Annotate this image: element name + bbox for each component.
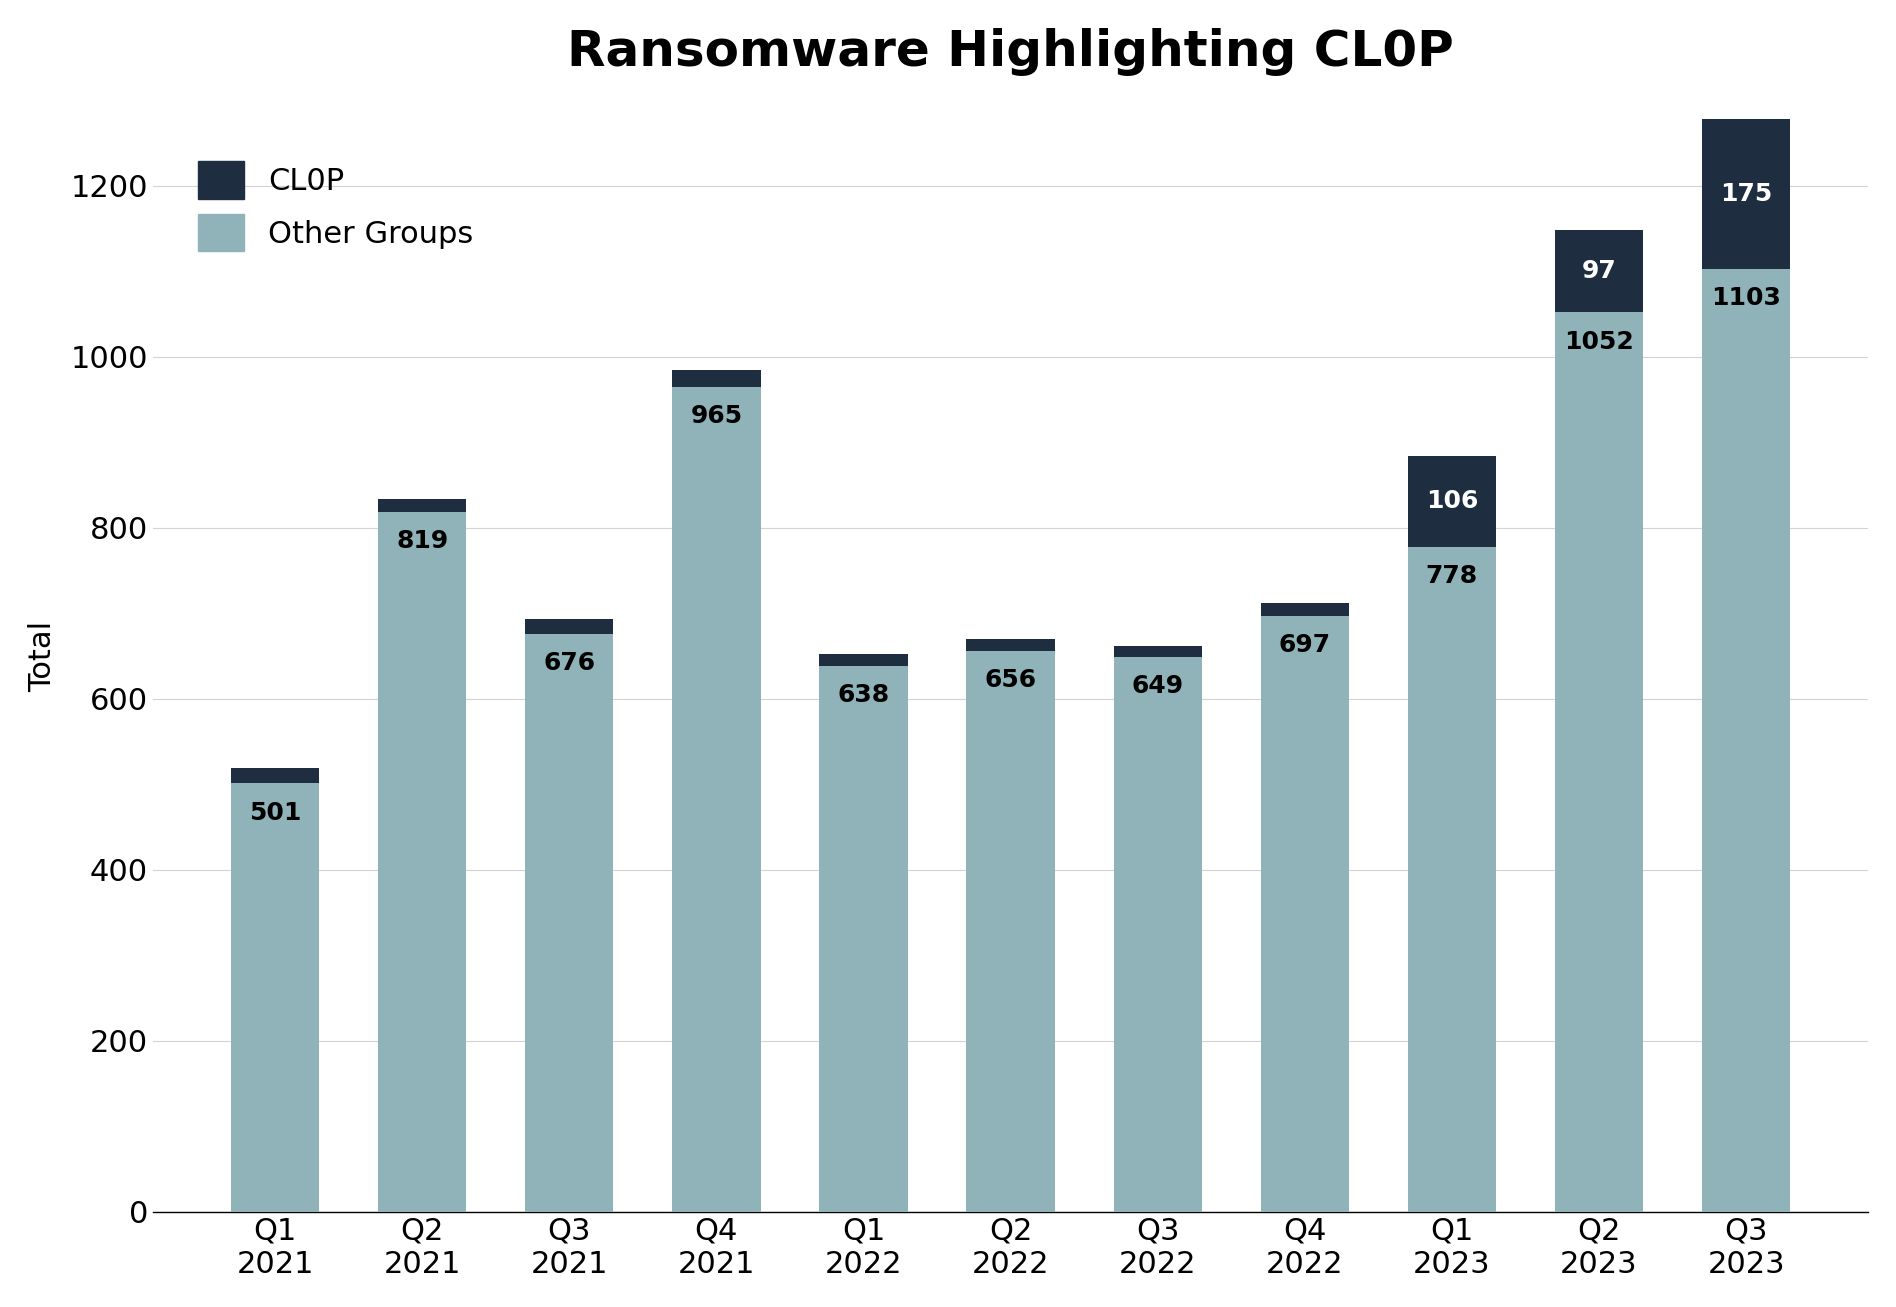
Y-axis label: Total: Total xyxy=(28,621,57,691)
Text: 697: 697 xyxy=(1278,633,1331,657)
Text: 778: 778 xyxy=(1426,563,1479,588)
Text: 1052: 1052 xyxy=(1564,329,1634,354)
Bar xyxy=(1555,230,1644,312)
Bar xyxy=(525,634,614,1212)
Text: 638: 638 xyxy=(838,684,889,707)
Bar xyxy=(1409,456,1496,546)
Text: 175: 175 xyxy=(1720,182,1773,207)
Bar xyxy=(377,511,466,1212)
Bar xyxy=(673,370,760,387)
Bar xyxy=(1261,616,1348,1212)
Text: 676: 676 xyxy=(544,651,595,674)
Bar xyxy=(1555,312,1644,1212)
Text: 106: 106 xyxy=(1426,489,1479,514)
Text: 656: 656 xyxy=(984,668,1037,693)
Text: 1103: 1103 xyxy=(1712,286,1780,310)
Text: 97: 97 xyxy=(1581,259,1617,284)
Text: 965: 965 xyxy=(690,404,743,427)
Bar xyxy=(819,667,908,1212)
Bar xyxy=(231,769,319,783)
Bar xyxy=(967,639,1054,651)
Bar xyxy=(525,620,614,634)
Bar xyxy=(1703,119,1790,269)
Bar xyxy=(1113,646,1202,657)
Text: 649: 649 xyxy=(1132,674,1183,698)
Bar xyxy=(377,499,466,511)
Text: 501: 501 xyxy=(248,801,301,825)
Title: Ransomware Highlighting CL0P: Ransomware Highlighting CL0P xyxy=(567,27,1454,76)
Bar xyxy=(967,651,1054,1212)
Bar xyxy=(1261,603,1348,616)
Bar xyxy=(231,783,319,1212)
Text: 819: 819 xyxy=(396,529,447,553)
Bar xyxy=(1703,269,1790,1212)
Bar xyxy=(1409,546,1496,1212)
Legend: CL0P, Other Groups: CL0P, Other Groups xyxy=(186,149,485,264)
Bar xyxy=(819,655,908,667)
Bar xyxy=(673,387,760,1212)
Bar xyxy=(1113,657,1202,1212)
